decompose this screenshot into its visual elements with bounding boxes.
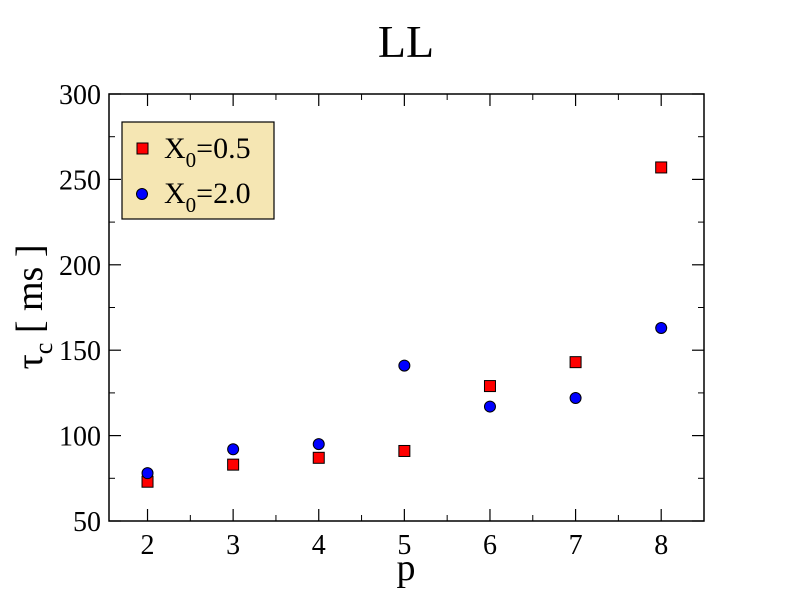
legend-marker-circle xyxy=(136,188,148,200)
data-point-series-2 xyxy=(227,443,240,456)
y-axis-label-unit: [ ms ] xyxy=(9,245,51,343)
x-tick-label: 5 xyxy=(397,530,411,561)
y-tick-label: 100 xyxy=(59,422,101,453)
data-point-series-1 xyxy=(312,451,325,464)
x-tick-label: 7 xyxy=(569,530,583,561)
data-point-series-2 xyxy=(141,467,154,480)
data-point-series-1 xyxy=(398,444,411,457)
legend-entry-1: X0=0.5 xyxy=(164,132,251,172)
data-point-series-1 xyxy=(569,356,582,369)
data-point-series-2 xyxy=(655,321,668,334)
y-tick-label: 250 xyxy=(59,165,101,196)
x-tick-label: 6 xyxy=(483,530,497,561)
y-axis-label-symbol: τ xyxy=(9,354,51,369)
x-tick-label: 2 xyxy=(141,530,155,561)
y-axis-label-subscript: c xyxy=(29,343,58,355)
legend-entry-2: X0=2.0 xyxy=(164,177,251,217)
y-tick-label: 150 xyxy=(59,336,101,367)
legend: X0=0.5 X0=2.0 xyxy=(121,121,275,220)
x-tick-label: 8 xyxy=(654,530,668,561)
data-point-series-2 xyxy=(312,438,325,451)
x-axis-ticks: 2 3 4 5 6 7 8 xyxy=(141,94,705,561)
data-point-series-2 xyxy=(483,400,496,413)
data-point-series-2 xyxy=(398,359,411,372)
x-tick-label: 4 xyxy=(312,530,326,561)
data-point-series-1 xyxy=(655,161,668,174)
chart-title: LL xyxy=(378,16,434,67)
y-tick-label: 200 xyxy=(59,251,101,282)
data-point-series-1 xyxy=(483,380,496,393)
legend-marker-square xyxy=(136,142,149,155)
x-axis-label: p xyxy=(397,547,416,589)
y-axis-label: τc [ ms ] xyxy=(9,245,58,370)
y-tick-label: 50 xyxy=(73,507,101,538)
y-tick-label: 300 xyxy=(59,80,101,111)
data-point-series-2 xyxy=(569,392,582,405)
data-point-series-1 xyxy=(227,458,240,471)
legend-box xyxy=(121,121,275,220)
data-points xyxy=(141,161,668,488)
y-axis-ticks: 50 100 150 200 250 300 xyxy=(59,80,704,538)
x-tick-label: 3 xyxy=(226,530,240,561)
